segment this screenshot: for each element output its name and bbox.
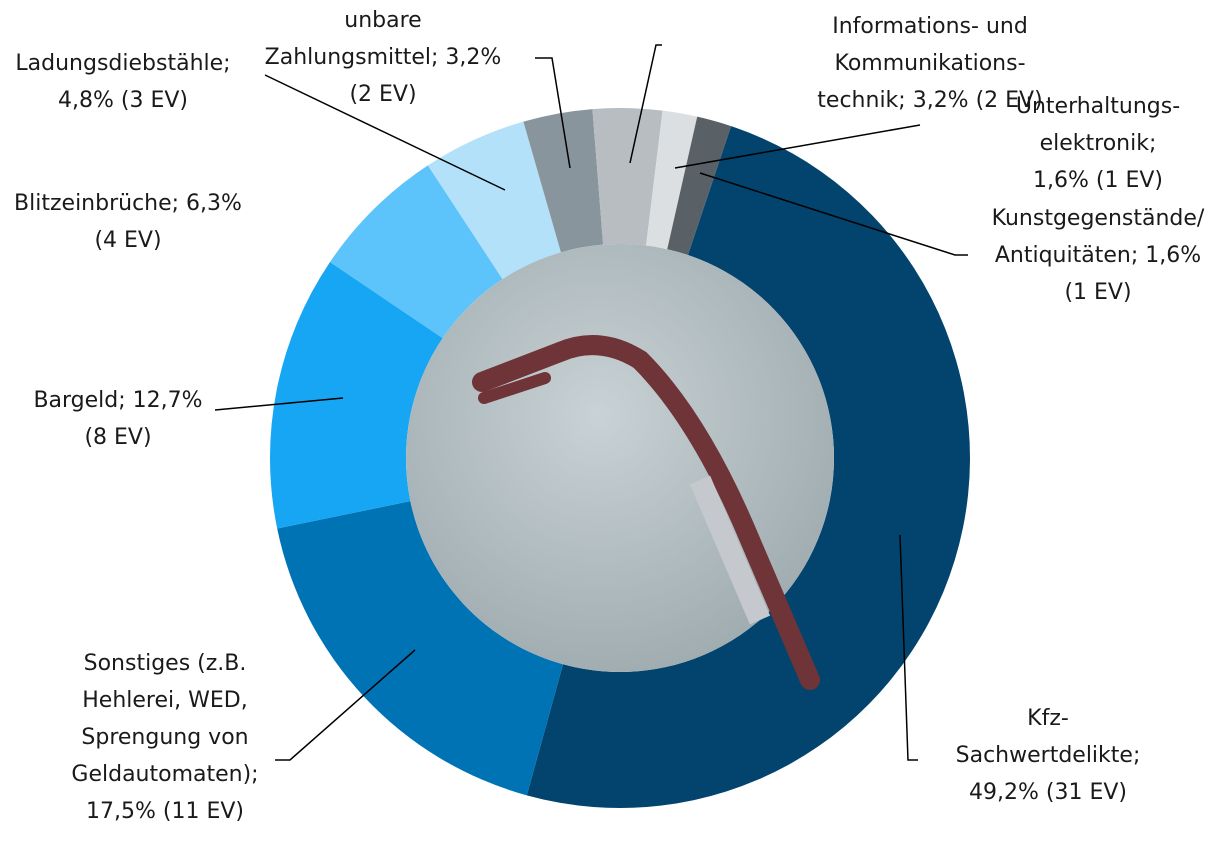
data-label: Bargeld; 12,7% (8 EV)	[33, 382, 202, 456]
data-label: Kfz- Sachwertdelikte; 49,2% (31 EV)	[956, 700, 1141, 811]
data-label: Unterhaltungs- elektronik; 1,6% (1 EV)	[1016, 88, 1180, 199]
data-label: Blitzeinbrüche; 6,3% (4 EV)	[14, 185, 242, 259]
data-label: Sonstiges (z.B. Hehlerei, WED, Sprengung…	[71, 645, 258, 830]
data-label: unbare Zahlungsmittel; 3,2% (2 EV)	[265, 2, 502, 113]
data-label: Ladungsdiebstähle; 4,8% (3 EV)	[15, 45, 230, 119]
chart: Kfz- Sachwertdelikte; 49,2% (31 EV) Sonst…	[0, 0, 1226, 845]
data-label: Kunstgegenstände/ Antiquitäten; 1,6% (1 …	[992, 200, 1205, 311]
